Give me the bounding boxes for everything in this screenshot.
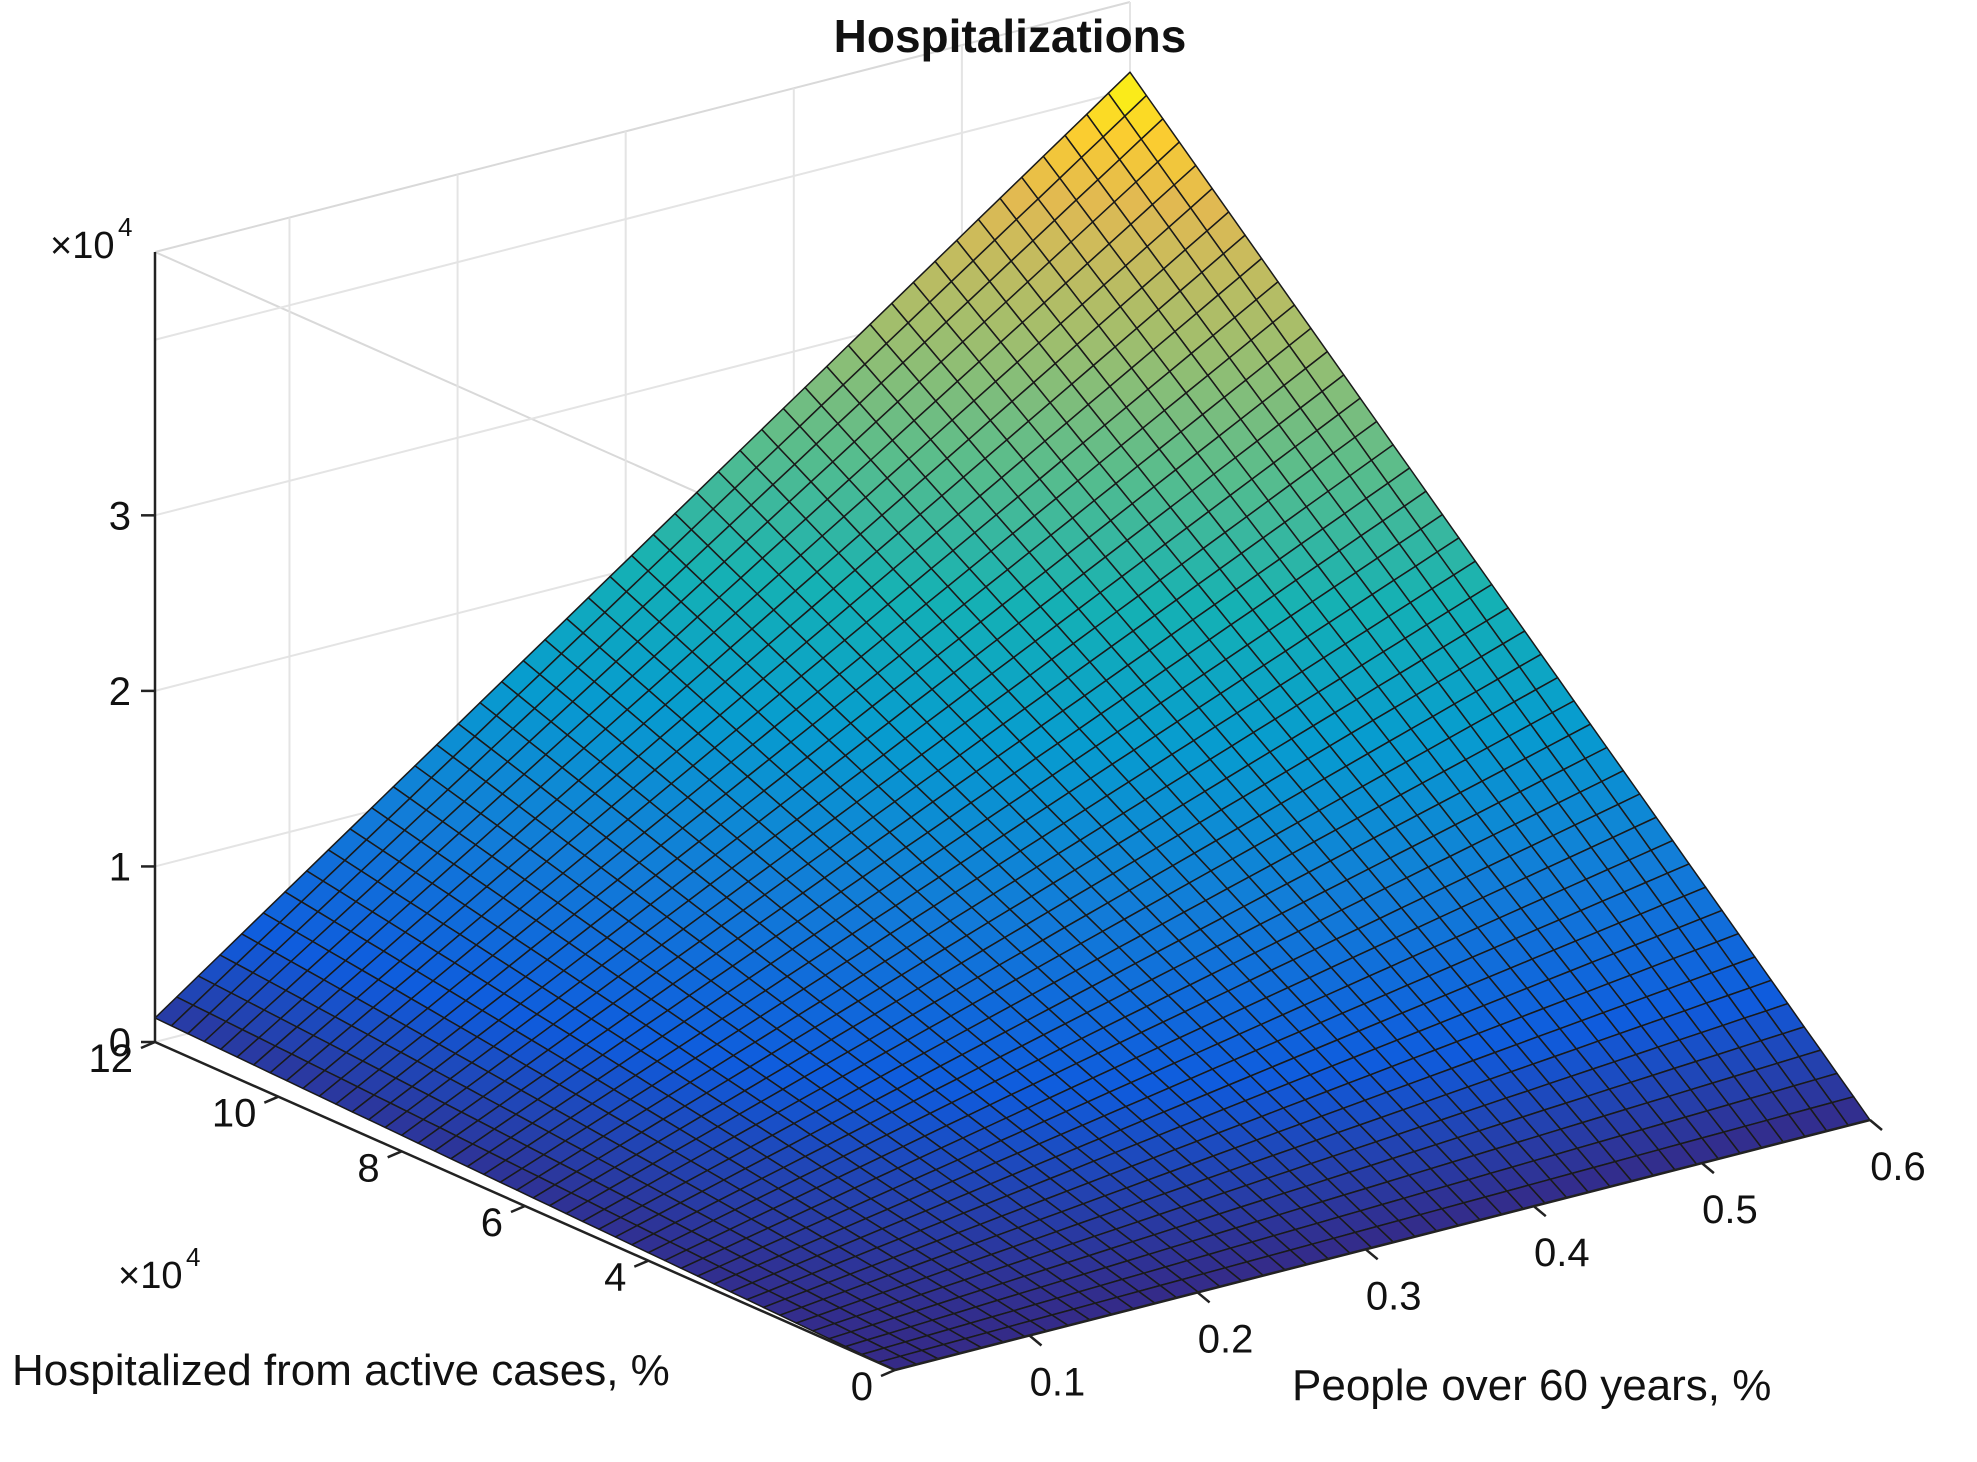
x-tick-mark [1028, 1334, 1043, 1347]
surface-mesh [154, 71, 1871, 1371]
x-tick-label: 0.6 [1870, 1145, 1926, 1189]
box-edge-top-back [154, 1, 1131, 253]
y-tick-label: 6 [481, 1201, 503, 1245]
x-tick-mark [1701, 1162, 1715, 1175]
y-tick-mark [633, 1259, 649, 1268]
z-tick-label: 3 [109, 494, 131, 538]
y-multiplier: ×10 4 [118, 1242, 200, 1297]
x-tick-mark [1364, 1248, 1379, 1261]
y-tick-mark [880, 1368, 896, 1378]
y-tick-label: 10 [212, 1092, 257, 1136]
z-multiplier-base: ×10 [50, 225, 114, 267]
y-tick-mark [263, 1095, 279, 1104]
x-tick-label: 0.5 [1702, 1188, 1758, 1232]
y-multiplier-base: ×10 [118, 1255, 182, 1297]
y-tick-label: 0 [851, 1365, 873, 1409]
y-tick-mark [510, 1204, 526, 1214]
z-multiplier-exponent: 4 [118, 212, 132, 242]
x-tick-mark [1532, 1205, 1547, 1218]
x-tick-label: 0.4 [1534, 1231, 1590, 1275]
x-tick-mark [1196, 1291, 1211, 1304]
x-axis-label: People over 60 years, % [1292, 1361, 1771, 1410]
x-tick-label: 0.1 [1030, 1361, 1086, 1405]
grid-z-back-4 [154, 88, 1131, 341]
z-tick-label: 2 [109, 670, 131, 714]
z-multiplier: ×10 4 [50, 212, 132, 267]
y-tick-label: 8 [357, 1146, 379, 1190]
x-tick-mark [1869, 1119, 1883, 1131]
z-tick-label: 1 [109, 845, 131, 889]
x-axis-line [894, 1118, 1871, 1372]
z-tick-label: 0 [109, 1021, 131, 1065]
chart-title: Hospitalizations [834, 10, 1187, 62]
y-tick-mark [140, 1040, 156, 1050]
y-tick-label: 4 [604, 1256, 626, 1300]
y-multiplier-exponent: 4 [186, 1242, 200, 1272]
y-tick-label: 12 [89, 1037, 134, 1081]
y-tick-mark [387, 1150, 403, 1159]
x-tick-label: 0.3 [1366, 1274, 1422, 1318]
y-axis-label: Hospitalized from active cases, % [12, 1346, 670, 1395]
x-tick-label: 0.2 [1198, 1317, 1254, 1361]
